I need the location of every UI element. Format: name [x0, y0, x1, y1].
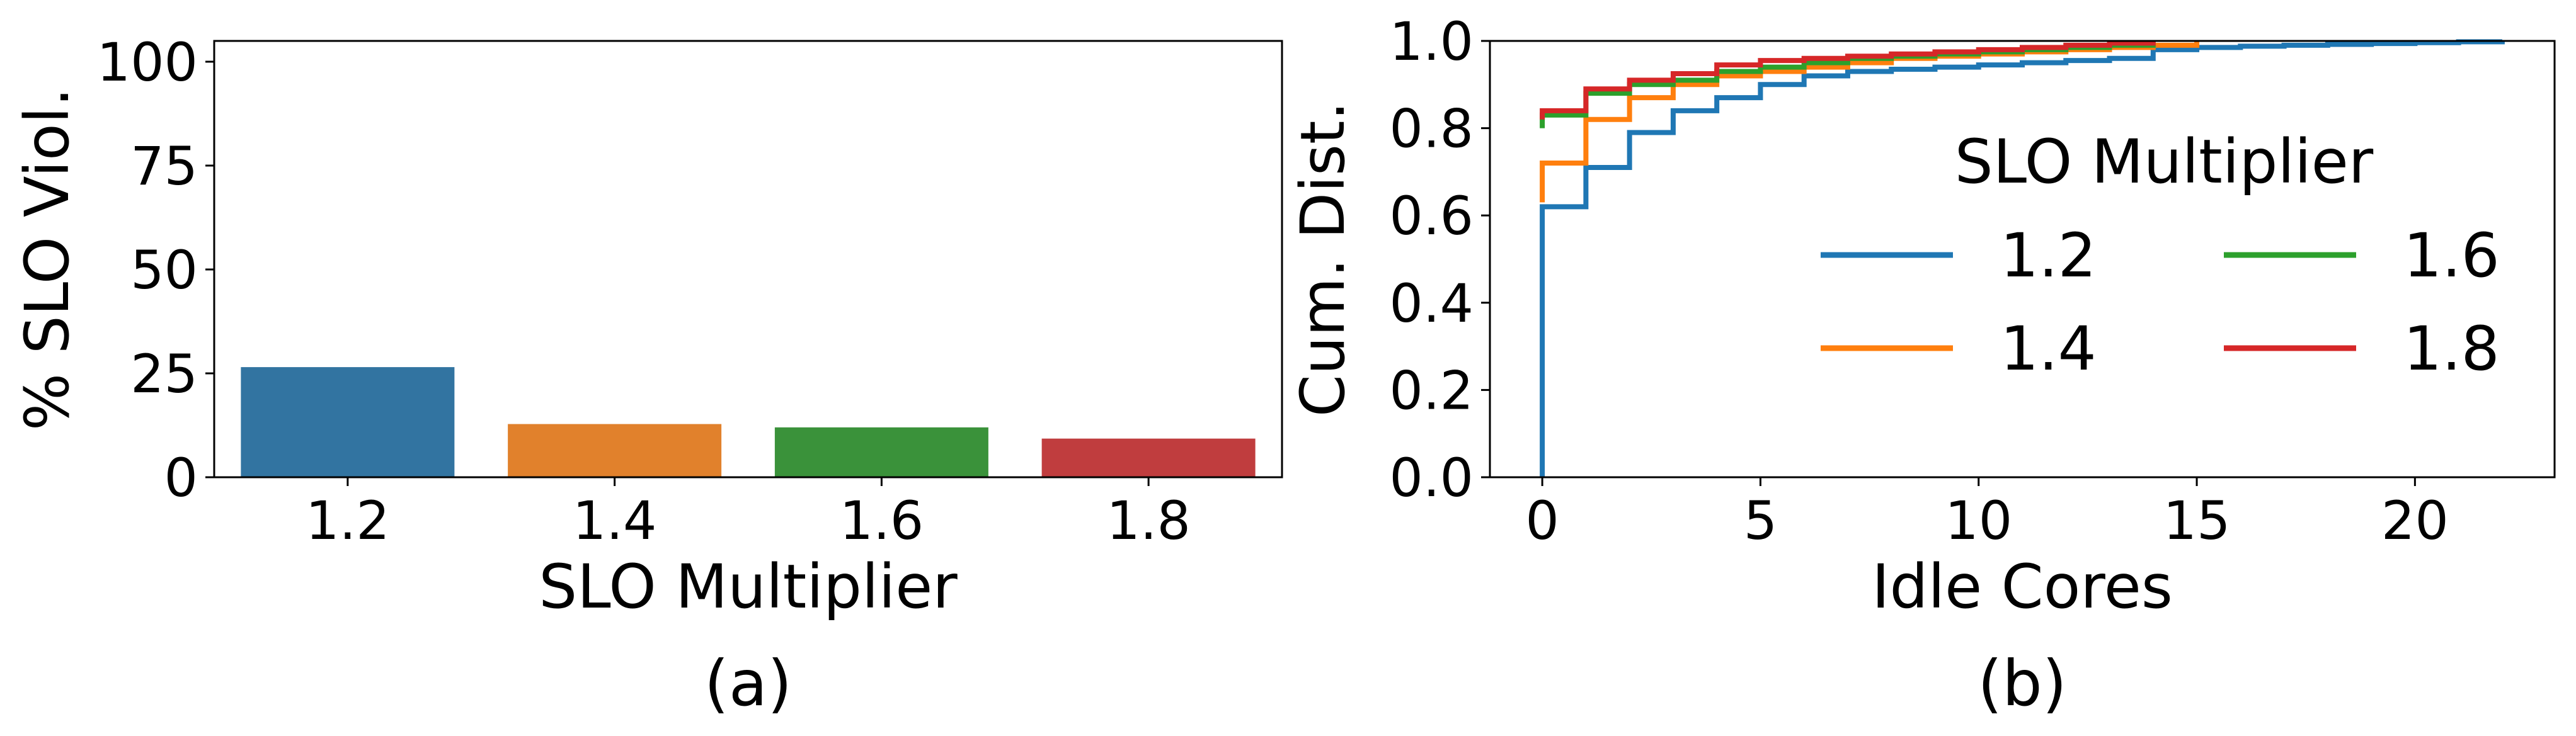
x-axis-label-b: Idle Cores: [1872, 552, 2173, 622]
y-tick-label: 75: [130, 135, 198, 197]
bar-1.4: [508, 424, 722, 477]
x-ticks-a: 1.2 1.4 1.6 1.8: [306, 477, 1191, 552]
x-tick-label: 15: [2163, 490, 2231, 552]
plot-frame-b: [1489, 40, 2556, 478]
caption-b: (b): [1978, 647, 2067, 720]
y-tick-label: 100: [97, 31, 198, 93]
y-tick-label: 0.2: [1389, 360, 1474, 421]
y-ticks-b: 0.0 0.2 0.4 0.6 0.8 1.0: [1389, 11, 1490, 509]
y-tick-label: 0.4: [1389, 273, 1474, 334]
y-axis-label-a: % SLO Viol.: [12, 88, 83, 431]
x-tick-label: 5: [1744, 490, 1777, 552]
bar-1.6: [774, 427, 988, 477]
x-tick-label: 1.4: [573, 490, 657, 552]
x-tick-label: 0: [1525, 490, 1559, 552]
x-tick-label: 1.8: [1106, 490, 1191, 552]
y-tick-label: 50: [130, 239, 198, 301]
bar-1.2: [241, 367, 455, 477]
x-ticks-b: 0 5 10 15 20: [1525, 477, 2449, 552]
legend-label-1.4: 1.4: [2000, 314, 2097, 384]
caption-a: (a): [704, 647, 792, 720]
bar-1.8: [1041, 438, 1256, 477]
y-tick-label: 0.0: [1389, 447, 1474, 509]
bar-chart-slo-violations: 0 25 50 75 100 1.2 1.4 1.6 1.8 SLO Multiplier %…: [12, 31, 1283, 720]
x-tick-label: 20: [2381, 490, 2449, 552]
cdf-chart-idle-cores: 0.0 0.2 0.4 0.6 0.8 1.0 0 5 10 15 20 Idle Cores C…: [1288, 11, 2556, 720]
bars: [241, 367, 1256, 477]
y-axis-label-b: Cum. Dist.: [1288, 101, 1358, 417]
x-tick-label: 10: [1945, 490, 2012, 552]
series-line-1.8: [1540, 40, 2156, 120]
plot-frame-a: [213, 40, 1283, 478]
legend-title: SLO Multiplier: [1955, 127, 2374, 197]
y-tick-label: 0.6: [1389, 185, 1474, 247]
x-tick-label: 1.2: [306, 490, 390, 552]
series-line-1.2: [1540, 39, 2505, 477]
x-axis-label-a: SLO Multiplier: [539, 552, 958, 622]
legend-label-1.2: 1.2: [2000, 220, 2097, 291]
series-lines: [1540, 39, 2505, 477]
y-tick-label: 25: [130, 343, 198, 405]
legend-label-1.6: 1.6: [2403, 220, 2500, 291]
legend-label-1.8: 1.8: [2403, 314, 2500, 384]
y-tick-label: 0.8: [1389, 98, 1474, 160]
x-tick-label: 1.6: [840, 490, 924, 552]
legend: SLO Multiplier 1.2 1.4 1.6 1.8: [1821, 127, 2500, 384]
y-tick-label: 1.0: [1389, 11, 1474, 72]
y-ticks-a: 0 25 50 75 100: [97, 31, 214, 509]
y-tick-label: 0: [164, 447, 198, 509]
